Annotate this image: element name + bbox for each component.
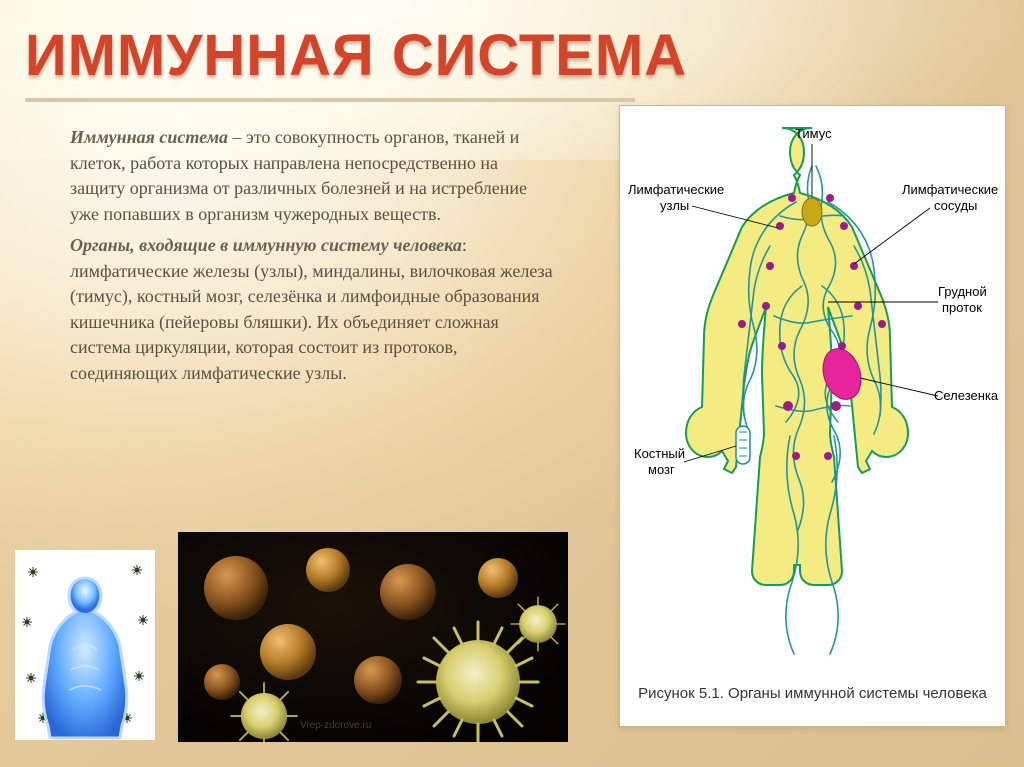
label-thymus: Тимус	[795, 126, 832, 141]
paragraph-1: Иммунная система – это совокупность орга…	[28, 125, 553, 227]
label-duct-1: Грудной	[938, 284, 987, 299]
slide-title: ИММУННАЯ СИСТЕМА	[25, 22, 687, 89]
body-text: Иммунная система – это совокупность орга…	[28, 125, 553, 392]
microbes-image	[178, 532, 568, 742]
para2-rest: : лимфатические железы (узлы), миндалины…	[70, 235, 553, 383]
label-vessels-2: сосуды	[934, 198, 977, 213]
anatomy-svg: Тимус Лимфатические узлы Лимфатические с…	[620, 106, 1005, 681]
label-marrow-2: мозг	[648, 462, 675, 477]
label-marrow-1: Костный	[634, 446, 685, 461]
label-nodes-2: узлы	[660, 198, 689, 213]
label-vessels-1: Лимфатические	[902, 182, 998, 197]
label-duct-2: проток	[942, 300, 982, 315]
blue-figure-image	[15, 550, 155, 740]
paragraph-2: Органы, входящие в иммунную систему чело…	[28, 233, 553, 386]
watermark: Vrep-zdorove.ru	[300, 720, 371, 731]
anatomy-diagram: Тимус Лимфатические узлы Лимфатические с…	[619, 105, 1006, 727]
thymus-shape	[802, 198, 822, 226]
title-underline	[25, 98, 635, 102]
para1-lead: Иммунная система	[70, 127, 228, 147]
label-nodes-1: Лимфатические	[628, 182, 724, 197]
slide: ИММУННАЯ СИСТЕМА Иммунная система – это …	[0, 0, 1024, 767]
diagram-caption: Рисунок 5.1. Органы иммунной системы чел…	[620, 681, 1005, 702]
para2-lead: Органы, входящие в иммунную систему чело…	[70, 235, 462, 255]
label-spleen: Селезенка	[934, 388, 999, 403]
